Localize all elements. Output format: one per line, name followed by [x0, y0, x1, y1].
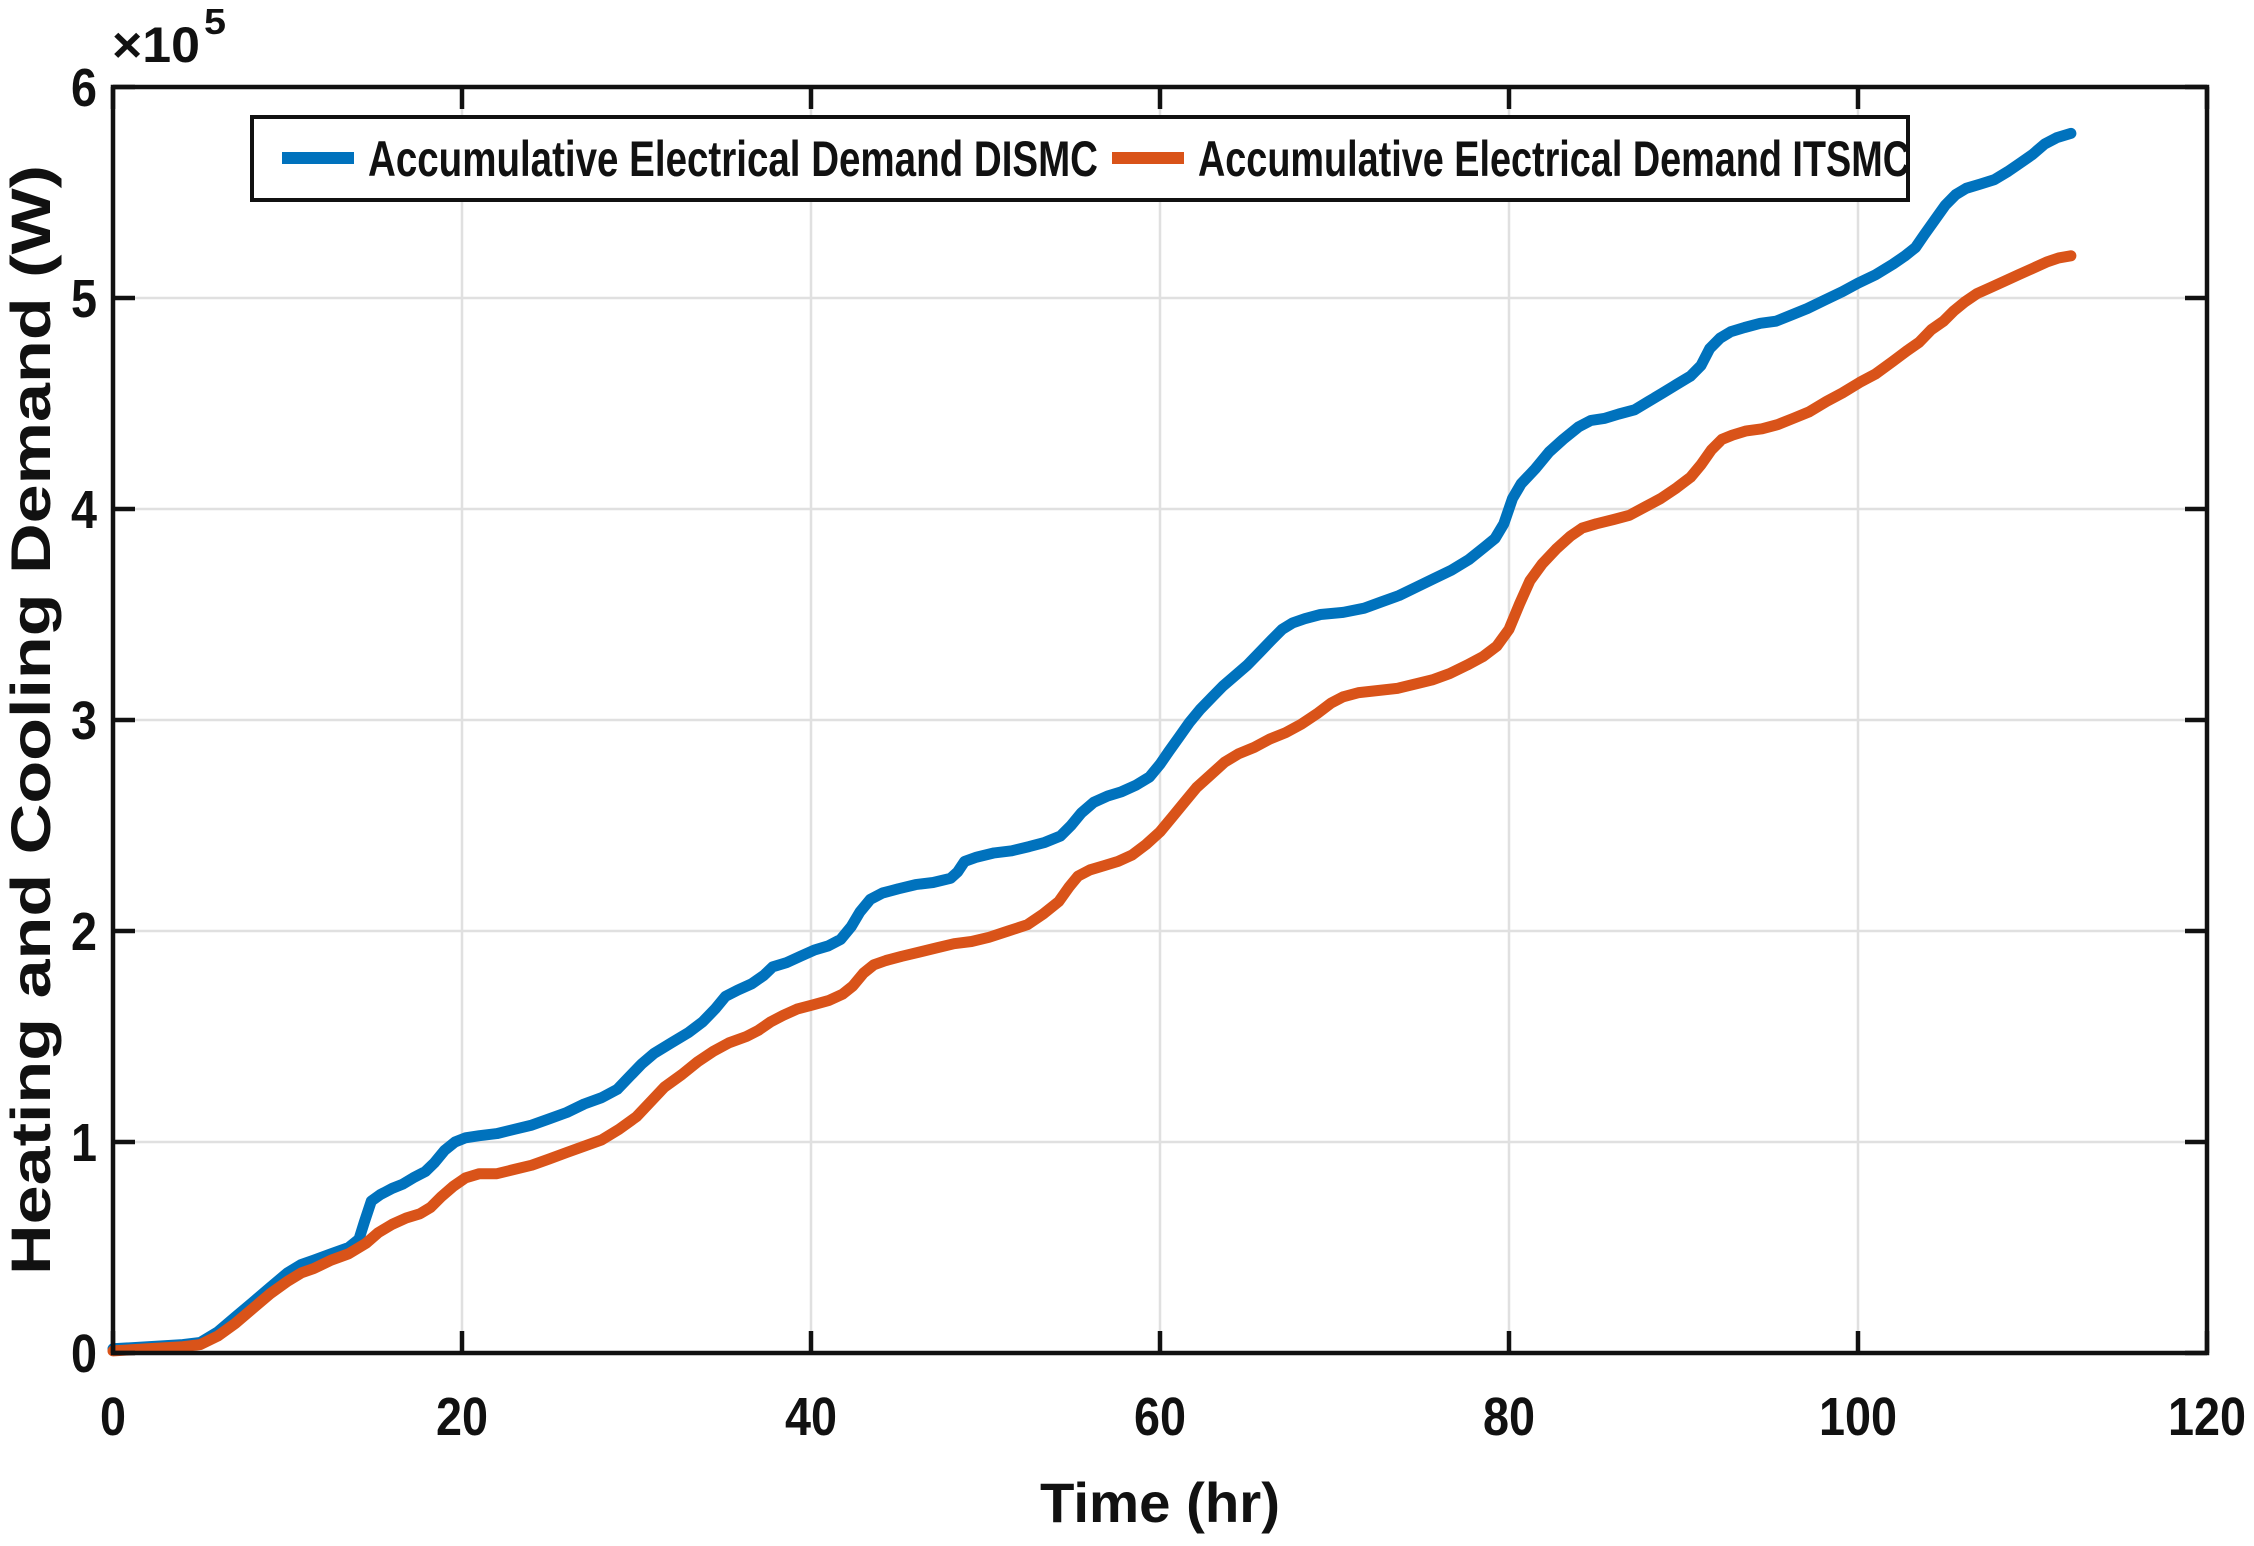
y-tick-label: 2 — [71, 902, 97, 962]
legend-label-itsmc: Accumulative Electrical Demand ITSMC — [1198, 131, 1910, 187]
y-tick-label: 4 — [71, 480, 97, 540]
x-tick-label: 0 — [100, 1387, 126, 1447]
x-axis-label: Time (hr) — [1040, 1471, 1280, 1534]
y-tick-label: 5 — [71, 269, 97, 329]
x-tick-label: 120 — [2168, 1387, 2246, 1447]
y-axis-label: Heating and Cooling Demand (W) — [0, 165, 62, 1275]
x-tick-label: 80 — [1483, 1387, 1535, 1447]
plot-area: 0 20 40 60 80 100 120 0 1 2 3 4 5 6 — [71, 58, 2246, 1447]
series-line-itsmc — [107, 250, 2077, 1357]
legend-box — [250, 115, 1910, 202]
legend-label-dismc: Accumulative Electrical Demand DISMC — [368, 131, 1098, 187]
y-exponent-power: 5 — [204, 1, 226, 42]
legend[interactable]: Accumulative Electrical Demand DISMC Acc… — [250, 115, 1910, 202]
x-tick-label: 20 — [436, 1387, 488, 1447]
y-tick-label: 1 — [71, 1113, 97, 1173]
x-tick-label: 60 — [1134, 1387, 1186, 1447]
series-line-dismc — [107, 127, 2077, 1355]
y-tick-label: 3 — [71, 691, 97, 751]
x-tick-label: 40 — [785, 1387, 837, 1447]
y-exponent-base: ×10 — [112, 17, 200, 73]
x-tick-label: 100 — [1819, 1387, 1897, 1447]
y-tick-label: 6 — [71, 58, 97, 118]
y-tick-label: 0 — [71, 1324, 97, 1384]
